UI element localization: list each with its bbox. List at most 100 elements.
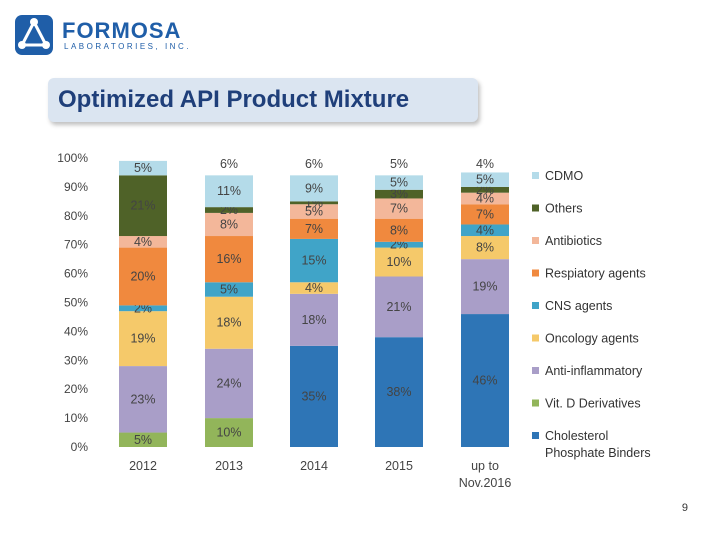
- legend-swatch: [532, 399, 539, 407]
- bar-segment: [119, 366, 167, 433]
- page-number: 9: [681, 502, 688, 514]
- data-label: 35%: [301, 389, 326, 403]
- bar-segment: [119, 160, 167, 176]
- data-label: 4%: [476, 157, 494, 171]
- legend-label: Vit. D Derivatives: [545, 397, 641, 411]
- bar-segment: [290, 282, 338, 294]
- legend-label: Cholesterol: [545, 429, 608, 443]
- bar-segment: [461, 259, 509, 315]
- data-label: 10%: [216, 426, 241, 440]
- data-label: 24%: [216, 376, 241, 390]
- bar-segment: [461, 236, 509, 260]
- data-label: 18%: [301, 313, 326, 327]
- x-tick-label: 2013: [215, 459, 243, 473]
- data-label: 5%: [134, 433, 152, 447]
- y-tick-label: 0%: [71, 440, 89, 454]
- y-tick-label: 80%: [64, 209, 88, 223]
- data-label: 3%: [390, 187, 408, 201]
- legend-swatch: [532, 269, 539, 277]
- data-label: 6%: [220, 157, 238, 171]
- data-label: 7%: [390, 202, 408, 216]
- data-label: 38%: [386, 385, 411, 399]
- bar-segment: [461, 204, 509, 225]
- data-label: 6%: [305, 157, 323, 171]
- bar-segment: [119, 311, 167, 367]
- y-tick-label: 60%: [64, 267, 88, 281]
- bar-segment: [205, 296, 253, 349]
- data-label: 4%: [134, 235, 152, 249]
- data-label: 19%: [130, 332, 155, 346]
- legend-swatch: [532, 237, 539, 244]
- bar-segment: [205, 207, 253, 213]
- legend-swatch: [532, 302, 539, 309]
- data-label: 19%: [472, 280, 497, 294]
- legend-label: Antibiotics: [545, 234, 602, 248]
- data-label: 8%: [220, 217, 238, 231]
- bar-segment: [375, 247, 423, 277]
- bar-segment: [205, 212, 253, 237]
- legend-label: CNS agents: [545, 299, 612, 313]
- bar-segment: [461, 224, 509, 237]
- y-tick-label: 30%: [64, 353, 88, 367]
- x-tick-label: 2012: [129, 459, 157, 473]
- bar-segment: [205, 236, 253, 283]
- bar-segment: [119, 247, 167, 306]
- y-tick-label: 20%: [64, 382, 88, 396]
- data-label: 23%: [130, 392, 155, 406]
- data-label: 5%: [390, 176, 408, 190]
- y-tick-label: 40%: [64, 324, 88, 338]
- y-tick-label: 100%: [57, 151, 88, 165]
- bar-segment: [461, 186, 509, 193]
- data-label: 16%: [216, 252, 241, 266]
- bar-segment: [119, 236, 167, 248]
- data-label: 9%: [305, 181, 323, 195]
- data-label: 10%: [386, 255, 411, 269]
- page-title: Optimized API Product Mixture: [58, 86, 410, 113]
- legend-swatch: [532, 204, 539, 212]
- legend-swatch: [532, 172, 539, 179]
- x-tick-label: up to: [471, 459, 499, 473]
- bar-segment: [119, 432, 167, 447]
- bar-segment: [205, 348, 253, 419]
- data-label: 21%: [386, 300, 411, 314]
- bar-segment: [290, 204, 338, 219]
- data-label: 5%: [476, 173, 494, 187]
- data-label: 5%: [390, 157, 408, 171]
- legend-label: Anti-inflammatory: [545, 364, 643, 378]
- bar-segment: [205, 418, 253, 447]
- x-tick-label: 2015: [385, 459, 413, 473]
- x-tick-label: 2014: [300, 459, 328, 473]
- bar-segment: [375, 198, 423, 219]
- data-label: 11%: [217, 184, 241, 198]
- brand-name: FORMOSA: [62, 18, 182, 43]
- legend-label: CDMO: [545, 169, 583, 183]
- legend-label: Respiatory agents: [545, 267, 646, 281]
- y-tick-label: 70%: [64, 238, 88, 252]
- bar-segment: [119, 175, 167, 237]
- bar-segment: [375, 218, 423, 242]
- legend-swatch: [532, 367, 539, 374]
- y-tick-label: 10%: [64, 411, 88, 425]
- legend-label: Phosphate Binders: [545, 446, 651, 460]
- bar-segment: [461, 314, 509, 447]
- data-label: 7%: [305, 222, 323, 236]
- formosa-logo-icon: [15, 15, 53, 55]
- bar-segment: [290, 175, 338, 202]
- bar-segment: [290, 201, 338, 205]
- legend-label: Others: [545, 202, 583, 216]
- data-label: 8%: [390, 223, 408, 237]
- legend-swatch: [532, 432, 539, 439]
- data-label: 7%: [476, 207, 494, 221]
- data-label: 4%: [476, 223, 494, 237]
- bar-segment: [119, 305, 167, 312]
- bar-segment: [461, 192, 509, 205]
- legend-label: Oncology agents: [545, 332, 639, 346]
- bar-segment: [375, 189, 423, 199]
- bar-segment: [290, 238, 338, 283]
- data-label: 21%: [130, 199, 155, 213]
- title-banner: [48, 78, 478, 122]
- brand-subtitle: LABORATORIES, INC.: [64, 42, 191, 51]
- bar-segment: [375, 276, 423, 338]
- bar-segment: [205, 175, 253, 208]
